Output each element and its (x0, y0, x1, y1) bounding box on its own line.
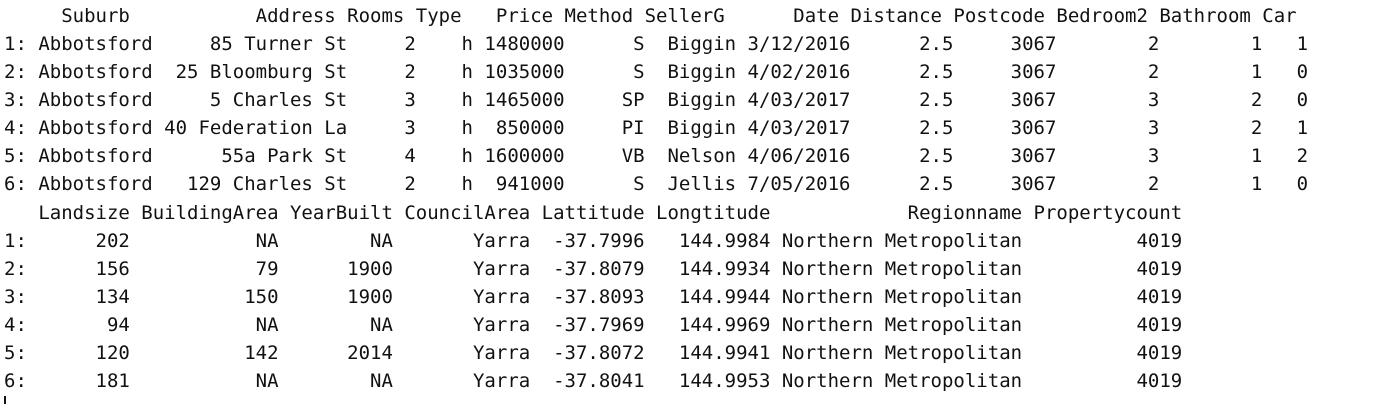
table1-header: Suburb Address Rooms Type Price Method S… (4, 5, 1297, 27)
table1-row: 3: Abbotsford 5 Charles St 3 h 1465000 S… (4, 89, 1309, 111)
table1-row: 2: Abbotsford 25 Bloomburg St 2 h 103500… (4, 61, 1309, 83)
table1-row: 5: Abbotsford 55a Park St 4 h 1600000 VB… (4, 145, 1309, 167)
table2-row: 2: 156 79 1900 Yarra -37.8079 144.9934 N… (4, 258, 1183, 280)
table1-row: 1: Abbotsford 85 Turner St 2 h 1480000 S… (4, 33, 1309, 55)
table2-row: 4: 94 NA NA Yarra -37.7969 144.9969 Nort… (4, 314, 1183, 336)
table1-row: 4: Abbotsford 40 Federation La 3 h 85000… (4, 117, 1309, 139)
table2-row: 3: 134 150 1900 Yarra -37.8093 144.9944 … (4, 286, 1183, 308)
table2-row: 5: 120 142 2014 Yarra -37.8072 144.9941 … (4, 342, 1183, 364)
text-cursor[interactable] (4, 396, 6, 404)
table2-row: 1: 202 NA NA Yarra -37.7996 144.9984 Nor… (4, 230, 1183, 252)
table2-header: Landsize BuildingArea YearBuilt CouncilA… (4, 202, 1183, 224)
table2-row: 6: 181 NA NA Yarra -37.8041 144.9953 Nor… (4, 370, 1183, 392)
table1-row: 6: Abbotsford 129 Charles St 2 h 941000 … (4, 173, 1309, 195)
